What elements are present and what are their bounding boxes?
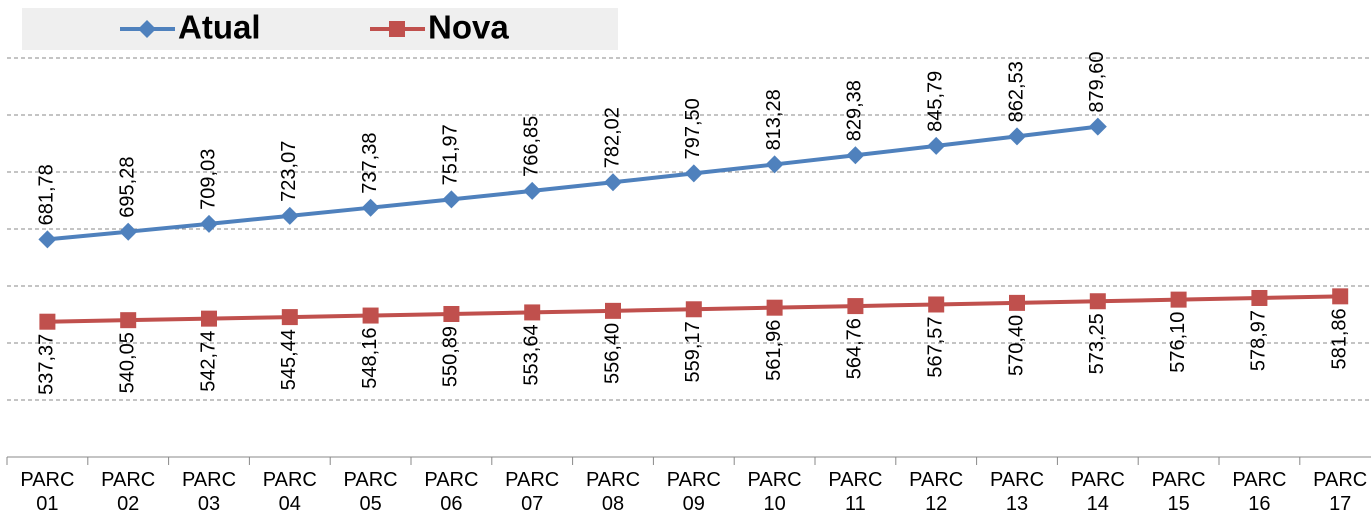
marker <box>604 173 622 192</box>
marker <box>1088 117 1107 136</box>
x-tick-label: PARC 03 <box>181 469 237 515</box>
marker <box>1009 294 1025 311</box>
marker <box>1170 291 1187 308</box>
marker <box>138 20 156 38</box>
x-tick-label: PARC 16 <box>1232 469 1287 515</box>
data-label: 879,60 <box>1086 51 1108 112</box>
marker <box>685 301 702 318</box>
x-tick-label: PARC 17 <box>1313 469 1368 515</box>
x-tick-label: PARC 13 <box>989 469 1045 515</box>
data-label: 813,28 <box>763 89 785 150</box>
marker <box>847 298 864 315</box>
data-label: 570,40 <box>1005 315 1027 376</box>
data-label: 766,85 <box>520 116 542 177</box>
data-label: 564,76 <box>844 318 866 379</box>
data-label: 548,16 <box>359 328 381 389</box>
marker <box>281 309 298 326</box>
data-label: 782,02 <box>601 107 623 168</box>
x-tick-label: PARC 06 <box>424 469 479 515</box>
legend-label: Atual <box>178 9 261 46</box>
data-label: 567,57 <box>924 316 946 377</box>
legend-label: Nova <box>428 9 509 46</box>
marker <box>389 21 405 37</box>
marker <box>38 230 57 249</box>
data-label: 576,10 <box>1167 312 1189 373</box>
data-label: 751,97 <box>440 124 462 185</box>
data-label: 737,38 <box>359 133 381 194</box>
data-label: 581,86 <box>1328 308 1350 369</box>
data-label: 537,37 <box>36 334 58 395</box>
marker <box>524 304 541 321</box>
marker <box>442 190 461 209</box>
x-tick-label: PARC 05 <box>343 469 398 515</box>
data-label: 681,78 <box>36 164 58 225</box>
data-label: 556,40 <box>601 323 623 384</box>
data-label: 695,28 <box>116 157 138 218</box>
marker <box>1251 289 1268 306</box>
marker <box>1008 127 1026 146</box>
x-tick-label: PARC 14 <box>1070 469 1125 515</box>
marker <box>846 146 865 165</box>
x-tick-label: PARC 08 <box>585 469 641 515</box>
x-tick-label: PARC 04 <box>262 469 317 515</box>
data-label: 578,97 <box>1248 310 1270 371</box>
x-tick-label: PARC 07 <box>505 469 560 515</box>
marker <box>200 214 218 233</box>
data-label: 561,96 <box>763 320 785 381</box>
x-tick-label: PARC 10 <box>747 469 802 515</box>
series-line <box>47 124 1099 242</box>
marker <box>927 136 946 155</box>
legend-background <box>22 8 618 50</box>
x-tick-label: PARC 15 <box>1151 469 1206 515</box>
x-tick-label: PARC 11 <box>828 469 883 515</box>
marker <box>201 310 217 327</box>
marker <box>39 313 56 330</box>
x-tick-label: PARC 09 <box>666 469 721 515</box>
marker <box>928 296 945 313</box>
data-label: 829,38 <box>844 80 866 141</box>
marker <box>280 206 299 225</box>
marker <box>1089 293 1106 310</box>
marker <box>684 164 703 183</box>
x-tick-label: PARC 02 <box>101 469 156 515</box>
data-label: 542,74 <box>197 331 219 392</box>
marker <box>443 305 460 322</box>
marker <box>766 299 783 316</box>
marker <box>605 302 621 319</box>
data-label: 797,50 <box>682 98 704 159</box>
marker <box>362 307 379 324</box>
data-label: 540,05 <box>116 332 138 393</box>
data-label: 723,07 <box>278 141 300 202</box>
data-label: 709,03 <box>197 149 219 210</box>
marker <box>523 181 542 200</box>
data-label: 573,25 <box>1086 313 1108 374</box>
marker <box>120 312 137 329</box>
marker <box>119 222 138 241</box>
data-label: 550,89 <box>440 326 462 387</box>
x-tick-label: PARC 12 <box>909 469 964 515</box>
data-label: 545,44 <box>278 329 300 390</box>
marker <box>765 155 784 174</box>
x-tick-label: PARC 01 <box>20 469 75 515</box>
data-label: 559,17 <box>682 321 704 382</box>
marker <box>1332 288 1349 305</box>
marker <box>361 198 380 217</box>
data-label: 553,64 <box>520 324 542 385</box>
data-label: 862,53 <box>1005 61 1027 122</box>
data-label: 845,79 <box>924 71 946 132</box>
